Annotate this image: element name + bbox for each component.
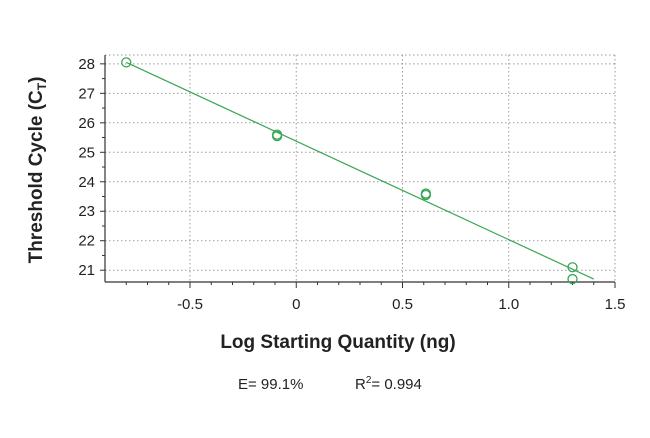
data-series — [121, 57, 595, 285]
r-squared-label: R2= 0.994 — [355, 375, 422, 393]
regression-line — [125, 61, 595, 280]
x-tick-label: 1.5 — [605, 296, 626, 313]
data-point — [420, 189, 432, 201]
grid — [105, 54, 616, 282]
y-tick-label: 27 — [78, 85, 95, 102]
y-tick-label: 26 — [78, 115, 95, 132]
y-tick-label: 25 — [78, 144, 95, 161]
r-squared-superscript: 2 — [366, 375, 372, 386]
y-tick-label: 23 — [78, 203, 95, 220]
data-point — [271, 130, 283, 142]
efficiency-label: E= 99.1% — [238, 376, 303, 393]
x-axis-label: Log Starting Quantity (ng) — [220, 332, 455, 353]
r-squared-letter: R — [355, 376, 366, 393]
y-tick-label: 28 — [78, 56, 95, 73]
y-axis-label-main: Threshold Cycle (C — [26, 90, 47, 263]
y-tick-label: 22 — [78, 233, 95, 250]
x-tick-label: -0.5 — [177, 296, 203, 313]
y-tick-label: 24 — [78, 174, 95, 191]
r-squared-value: = 0.994 — [371, 376, 421, 393]
data-point — [121, 57, 132, 68]
ticks: 21 22 23 24 25 26 27 28 -0.5 0 0.5 1.0 1.5 — [78, 56, 625, 313]
data-point — [567, 262, 578, 273]
y-axis-label-subscript: T — [35, 82, 49, 90]
axes — [104, 55, 615, 283]
data-point — [567, 273, 578, 285]
y-axis-label-close: ) — [26, 77, 47, 83]
x-tick-label: 1.0 — [498, 296, 519, 313]
x-tick-label: 0.5 — [392, 296, 413, 313]
y-axis-label: Threshold Cycle (CT) — [26, 77, 49, 264]
y-tick-label: 21 — [78, 262, 95, 279]
x-tick-label: 0 — [292, 296, 300, 313]
